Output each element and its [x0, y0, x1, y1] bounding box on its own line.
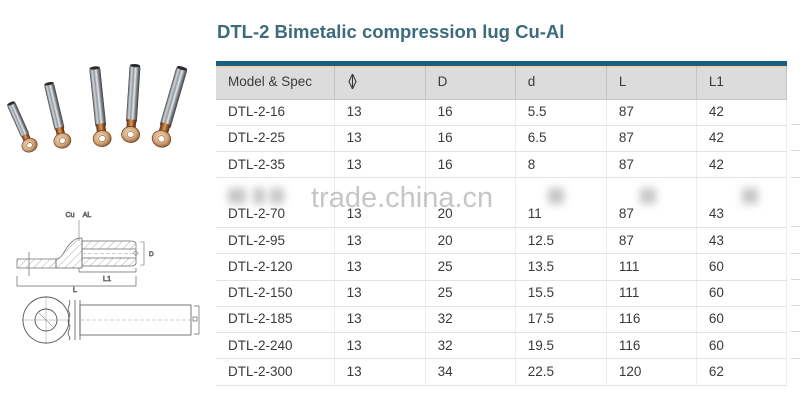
svg-text:L1: L1 — [103, 274, 111, 283]
svg-text:D: D — [149, 251, 154, 258]
svg-text:AL: AL — [83, 212, 92, 219]
svg-text:Cu: Cu — [66, 212, 75, 219]
svg-text:L: L — [73, 285, 77, 293]
